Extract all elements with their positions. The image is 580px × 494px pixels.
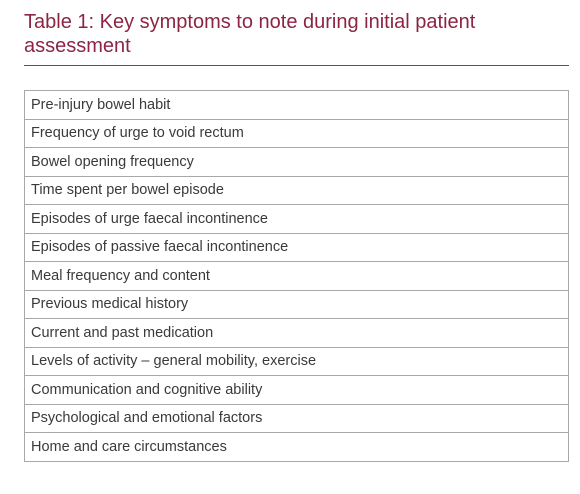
table-cell: Communication and cognitive ability	[24, 375, 569, 405]
table-row: Episodes of passive faecal incontinence	[24, 232, 569, 262]
table-cell: Frequency of urge to void rectum	[24, 118, 569, 148]
table-cell: Meal frequency and content	[24, 261, 569, 291]
table-row: Episodes of urge faecal incontinence	[24, 204, 569, 234]
table-cell: Previous medical history	[24, 289, 569, 319]
table-row: Pre-injury bowel habit	[24, 90, 569, 120]
table-row: Previous medical history	[24, 289, 569, 319]
table-row: Communication and cognitive ability	[24, 375, 569, 405]
table-row: Bowel opening frequency	[24, 147, 569, 177]
table-row: Psychological and emotional factors	[24, 403, 569, 433]
table-cell: Psychological and emotional factors	[24, 403, 569, 433]
table-title: Table 1: Key symptoms to note during ini…	[24, 11, 476, 57]
table-row: Current and past medication	[24, 318, 569, 348]
table-cell: Episodes of passive faecal incontinence	[24, 232, 569, 262]
table-cell: Pre-injury bowel habit	[24, 90, 569, 120]
title-divider	[24, 65, 569, 66]
table-cell: Episodes of urge faecal incontinence	[24, 204, 569, 234]
table-row: Home and care circumstances	[24, 432, 569, 462]
table-row: Frequency of urge to void rectum	[24, 118, 569, 148]
table-row: Levels of activity – general mobility, e…	[24, 346, 569, 376]
table-cell: Levels of activity – general mobility, e…	[24, 346, 569, 376]
table-cell: Bowel opening frequency	[24, 147, 569, 177]
table-row: Time spent per bowel episode	[24, 175, 569, 205]
table-row: Meal frequency and content	[24, 261, 569, 291]
table-cell: Home and care circumstances	[24, 432, 569, 462]
symptoms-table: Pre-injury bowel habit Frequency of urge…	[24, 90, 569, 462]
table-cell: Time spent per bowel episode	[24, 175, 569, 205]
table-cell: Current and past medication	[24, 318, 569, 348]
